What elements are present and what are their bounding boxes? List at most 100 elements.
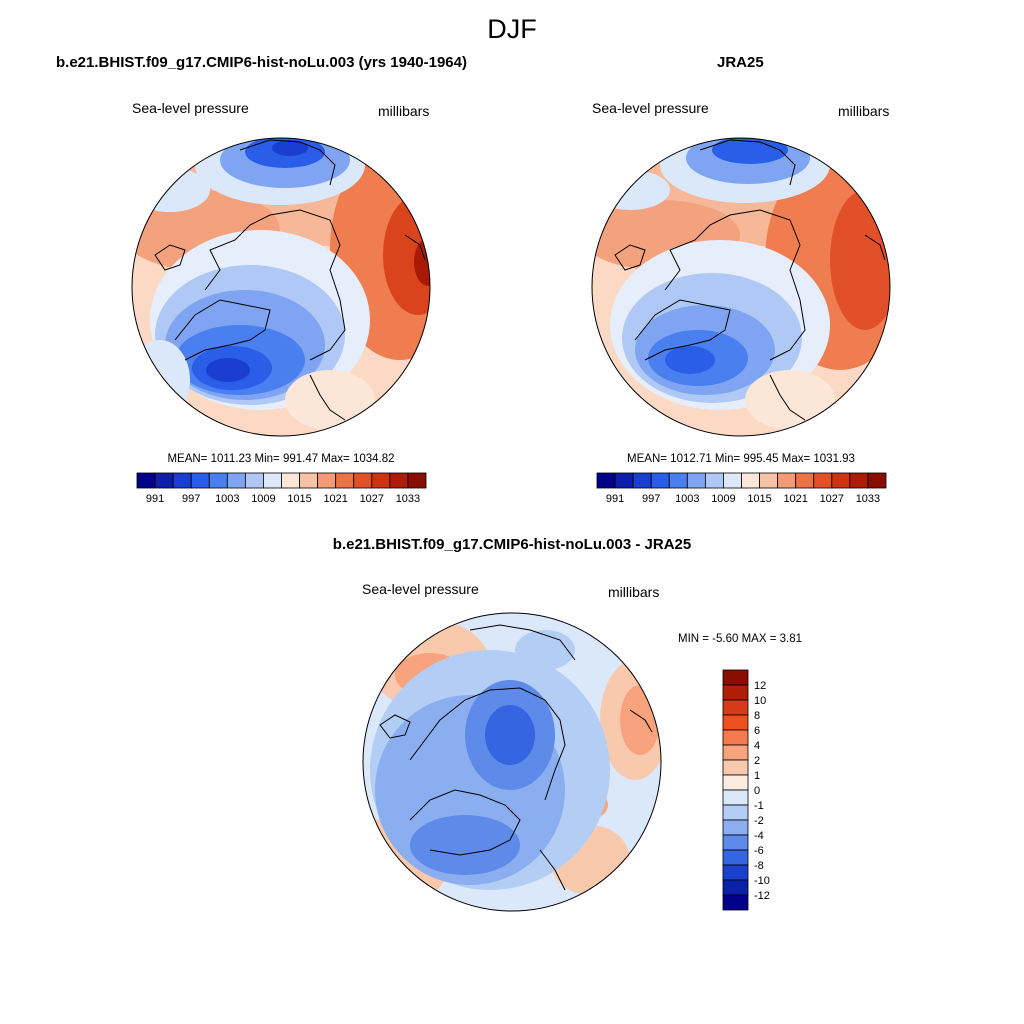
colorbar-model-tick-label: 997 <box>182 493 200 505</box>
colorbar-difference-tick-label: 10 <box>754 695 766 707</box>
colorbar-difference-tick-label: 2 <box>754 755 760 767</box>
colorbar-jra25-tick-label: 1015 <box>747 493 771 505</box>
map-difference-border <box>362 612 662 912</box>
colorbar-difference-swatch <box>722 849 749 866</box>
colorbar-difference-swatch <box>722 864 749 881</box>
colorbar-jra25-swatch <box>723 472 742 489</box>
colorbar-difference-swatch <box>722 789 749 806</box>
colorbar-jra25-swatch <box>867 472 887 489</box>
colorbar-jra25-swatch <box>759 472 779 489</box>
colorbar-difference-swatch <box>722 729 749 746</box>
colorbar-jra25-swatch <box>686 472 706 489</box>
colorbar-model-swatch <box>281 472 300 489</box>
panel-diff-stats: MIN = -5.60 MAX = 3.81 <box>678 633 803 645</box>
colorbar-model-tick-label: 1027 <box>360 493 384 505</box>
colorbar-difference-tick-label: -4 <box>754 830 764 842</box>
panel-title-jra25: JRA25 <box>717 54 764 71</box>
colorbar-model-swatch <box>335 472 355 489</box>
colorbar-model-tick-label: 1015 <box>287 493 311 505</box>
colorbar-difference-tick-label: -1 <box>754 800 764 812</box>
map-model <box>132 138 430 436</box>
colorbar-model-swatch <box>244 472 264 489</box>
colorbar-difference-swatch <box>722 774 749 791</box>
colorbar-model-tick-label: 1033 <box>396 493 420 505</box>
map-model-coastlines <box>154 139 426 421</box>
panel-model-units-label: millibars <box>378 103 430 119</box>
colorbar-model-tick-label: 1009 <box>251 493 275 505</box>
colorbar-difference-tick-label: 0 <box>754 785 760 797</box>
colorbar-model-swatch <box>407 472 427 489</box>
colorbar-jra25-tick-label: 1033 <box>856 493 880 505</box>
colorbar-difference-tick-label: 6 <box>754 725 760 737</box>
colorbar-model-swatch <box>263 472 282 489</box>
map-difference-coastlines <box>379 624 653 891</box>
panel-model-stats: MEAN= 1011.23 Min= 991.47 Max= 1034.82 <box>167 453 395 465</box>
colorbar-jra25-swatch <box>813 472 833 489</box>
colorbar-difference-tick-label: -6 <box>754 845 764 857</box>
colorbar-model-swatch <box>353 472 373 489</box>
colorbar-jra25-swatch <box>704 472 724 489</box>
colorbar-model-swatch <box>208 472 228 489</box>
colorbar-jra25-swatch <box>777 472 797 489</box>
colorbar-model-tick-label: 991 <box>146 493 164 505</box>
colorbar-difference-swatch <box>722 759 749 776</box>
map-jra25-border <box>591 137 891 437</box>
colorbar-difference-swatch <box>722 834 749 851</box>
colorbar-difference-swatch <box>722 699 749 716</box>
colorbar-difference-swatch <box>722 804 749 821</box>
map-difference <box>363 613 661 911</box>
colorbar-jra25-swatch <box>741 472 760 489</box>
colorbar-jra25-tick-label: 1021 <box>783 493 807 505</box>
colorbar-difference-swatch <box>722 819 749 836</box>
colorbar-jra25-swatch <box>831 472 851 489</box>
colorbar-difference-swatch <box>722 894 749 911</box>
panel-title-model: b.e21.BHIST.f09_g17.CMIP6-hist-noLu.003 … <box>56 54 467 71</box>
panel-jra25-variable-label: Sea-level pressure <box>592 100 709 116</box>
colorbar-difference-tick-label: -8 <box>754 860 764 872</box>
colorbar-jra25-swatch <box>795 472 815 489</box>
colorbar-model: 991 997 1003 1009 1015 1021 1027 1033 <box>136 472 427 505</box>
colorbar-model-swatch <box>154 472 174 489</box>
colorbar-difference-tick-label: 12 <box>754 680 766 692</box>
colorbar-model-swatch <box>172 472 192 489</box>
colorbar-jra25-tick-label: 997 <box>642 493 660 505</box>
colorbar-jra25: 991 997 1003 1009 1015 1021 1027 1033 <box>596 472 887 505</box>
colorbar-model-swatch <box>371 472 391 489</box>
map-jra25 <box>592 138 890 436</box>
colorbar-model-swatch <box>136 472 156 489</box>
colorbar-jra25-swatch <box>668 472 688 489</box>
colorbar-model-tick-label: 1003 <box>215 493 239 505</box>
colorbar-difference-tick-label: -12 <box>754 890 770 902</box>
panel-model-variable-label: Sea-level pressure <box>132 100 249 116</box>
colorbar-jra25-swatch <box>849 472 869 489</box>
colorbar-jra25-tick-label: 1003 <box>675 493 699 505</box>
colorbar-jra25-swatch <box>632 472 652 489</box>
colorbar-difference-swatch <box>722 744 749 761</box>
colorbar-difference-tick-label: -2 <box>754 815 764 827</box>
colorbar-jra25-tick-label: 1027 <box>820 493 844 505</box>
colorbar-model-swatch <box>317 472 337 489</box>
colorbar-jra25-swatch <box>596 472 616 489</box>
panel-title-difference: b.e21.BHIST.f09_g17.CMIP6-hist-noLu.003 … <box>332 536 692 553</box>
colorbar-difference-swatch <box>722 669 749 686</box>
colorbar-difference-tick-label: 4 <box>754 740 760 752</box>
panel-jra25-stats: MEAN= 1012.71 Min= 995.45 Max= 1031.93 <box>627 453 855 465</box>
colorbar-difference-tick-label: 8 <box>754 710 760 722</box>
colorbar-difference-swatch <box>722 714 749 731</box>
colorbar-difference-tick-label: 1 <box>754 770 760 782</box>
map-model-border <box>131 137 431 437</box>
colorbar-model-swatch <box>299 472 319 489</box>
colorbar-difference-tick-label: -10 <box>754 875 770 887</box>
colorbar-jra25-tick-label: 991 <box>606 493 624 505</box>
colorbar-model-swatch <box>226 472 246 489</box>
colorbar-jra25-swatch <box>614 472 634 489</box>
colorbar-model-swatch <box>389 472 409 489</box>
colorbar-difference-swatch <box>722 879 749 896</box>
colorbar-model-tick-label: 1021 <box>323 493 347 505</box>
colorbar-jra25-tick-label: 1009 <box>711 493 735 505</box>
figure-title: DJF <box>487 14 537 44</box>
map-jra25-coastlines <box>614 139 886 421</box>
panel-jra25-units-label: millibars <box>838 103 890 119</box>
panel-diff-variable-label: Sea-level pressure <box>362 581 479 597</box>
